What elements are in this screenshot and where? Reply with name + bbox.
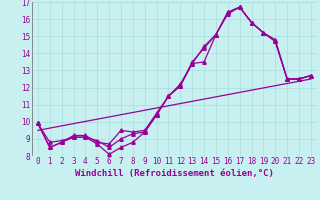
X-axis label: Windchill (Refroidissement éolien,°C): Windchill (Refroidissement éolien,°C) [75, 169, 274, 178]
